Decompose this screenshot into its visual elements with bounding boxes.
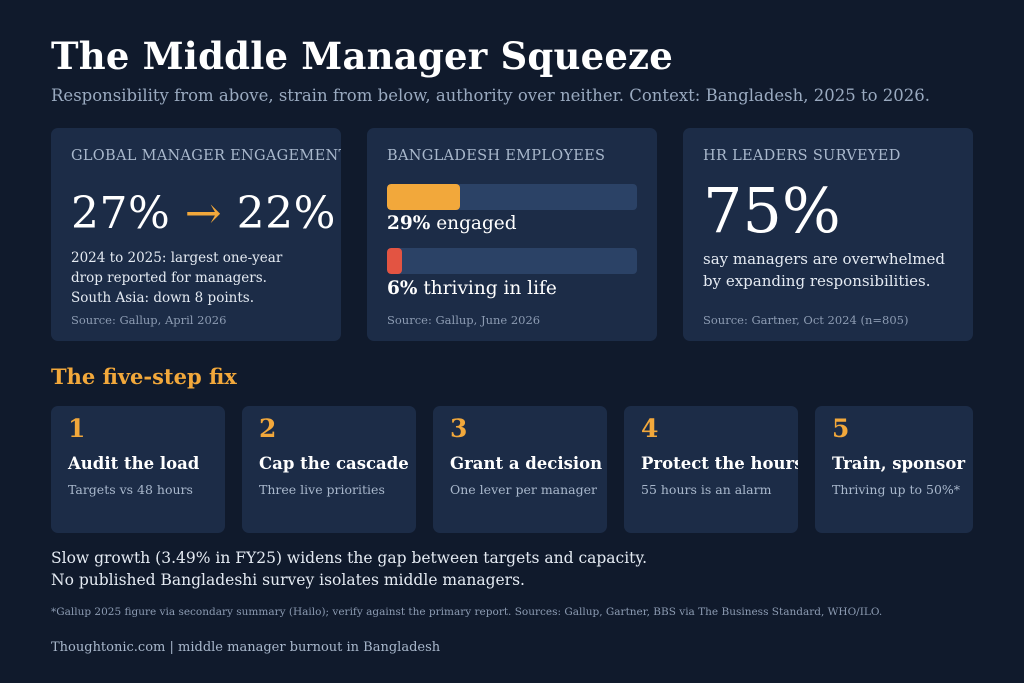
desc-line: South Asia: down 8 points. (71, 290, 254, 306)
card-source: Source: Gallup, June 2026 (387, 313, 541, 327)
step-subtitle: Thriving up to 50%* (832, 482, 961, 497)
card-source: Source: Gallup, April 2026 (71, 313, 227, 327)
step-subtitle: Three live priorities (259, 482, 385, 497)
engaged-caption: 29% engaged (387, 213, 517, 234)
arrow-right-icon: → (184, 188, 223, 239)
step-title: Audit the load (68, 454, 200, 473)
card-label: BANGLADESH EMPLOYEES (387, 148, 606, 164)
step-number: 4 (641, 414, 659, 443)
card-hr-leaders: HR LEADERS SURVEYED 75% say managers are… (683, 128, 973, 341)
section-heading: The five-step fix (51, 364, 237, 389)
card-label: HR LEADERS SURVEYED (703, 148, 901, 164)
body-text: No published Bangladeshi survey isolates… (51, 571, 525, 589)
step-number: 3 (450, 414, 468, 443)
engaged-bar-fill (387, 184, 460, 210)
footnote: *Gallup 2025 figure via secondary summar… (51, 606, 883, 618)
stat-from: 27% (71, 188, 171, 239)
thriving-text: thriving in life (423, 278, 557, 299)
thriving-bar-fill (387, 248, 402, 274)
step-title: Train, sponsor (832, 454, 966, 473)
thriving-value: 6% (387, 278, 418, 299)
step-card-4: 4 Protect the hours 55 hours is an alarm (624, 406, 798, 533)
engaged-bar-track (387, 184, 637, 210)
card-label: GLOBAL MANAGER ENGAGEMENT (71, 148, 341, 164)
stat-to: 22% (236, 188, 336, 239)
hr-stat: 75% (703, 174, 841, 247)
engaged-value: 29% (387, 213, 431, 234)
card-bangladesh-employees: BANGLADESH EMPLOYEES 29% engaged 6% thri… (367, 128, 657, 341)
step-title: Grant a decision (450, 454, 603, 473)
footer: Thoughtonic.com | middle manager burnout… (51, 640, 441, 655)
step-title: Protect the hours (641, 454, 798, 473)
step-card-5: 5 Train, sponsor Thriving up to 50%* (815, 406, 973, 533)
desc-line: say managers are overwhelmed (703, 250, 945, 268)
engagement-change-stat: 27% → 22% (71, 188, 336, 239)
card-source: Source: Gartner, Oct 2024 (n=805) (703, 313, 909, 327)
step-number: 2 (259, 414, 277, 443)
step-number: 1 (68, 414, 86, 443)
step-number: 5 (832, 414, 850, 443)
step-card-1: 1 Audit the load Targets vs 48 hours (51, 406, 225, 533)
step-title: Cap the cascade (259, 454, 409, 473)
step-subtitle: One lever per manager (450, 482, 598, 497)
hr-description: say managers are overwhelmed by expandin… (703, 248, 963, 292)
thriving-bar-track (387, 248, 637, 274)
thriving-caption: 6% thriving in life (387, 278, 557, 299)
page-subtitle: Responsibility from above, strain from b… (51, 86, 931, 105)
stat-description: 2024 to 2025: largest one-year drop repo… (71, 248, 331, 308)
step-card-2: 2 Cap the cascade Three live priorities (242, 406, 416, 533)
step-subtitle: 55 hours is an alarm (641, 482, 772, 497)
card-global-engagement: GLOBAL MANAGER ENGAGEMENT 27% → 22% 2024… (51, 128, 341, 341)
step-subtitle: Targets vs 48 hours (68, 482, 193, 497)
desc-line: by expanding responsibilities. (703, 272, 931, 290)
engaged-text: engaged (436, 213, 517, 234)
body-text: Slow growth (3.49% in FY25) widens the g… (51, 549, 648, 567)
page-title: The Middle Manager Squeeze (51, 34, 674, 78)
step-card-3: 3 Grant a decision One lever per manager (433, 406, 607, 533)
desc-line: drop reported for managers. (71, 270, 267, 286)
desc-line: 2024 to 2025: largest one-year (71, 250, 283, 266)
